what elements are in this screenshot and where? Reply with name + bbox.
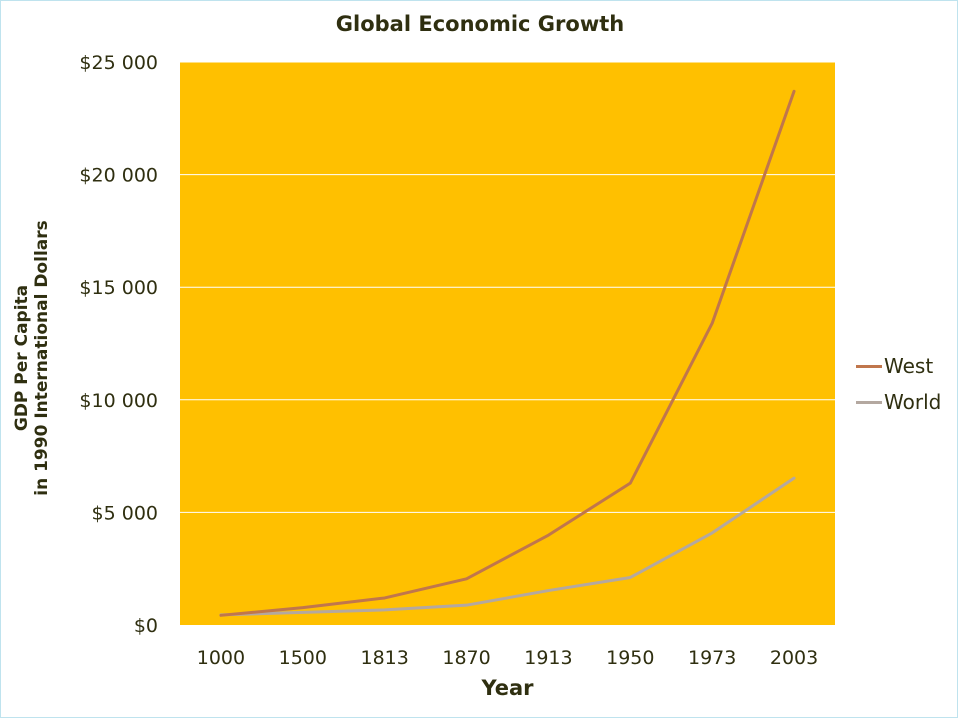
y-tick-label: $15 000	[79, 277, 158, 299]
x-tick-label: 1973	[688, 647, 736, 669]
y-tick-label: $5 000	[92, 502, 158, 524]
y-tick-label: $0	[134, 615, 158, 637]
x-tick-label: 1913	[524, 647, 572, 669]
chart-title: Global Economic Growth	[335, 12, 625, 36]
y-tick-label: $10 000	[79, 390, 158, 412]
legend-swatch-world	[856, 400, 882, 404]
legend-item-world: World	[856, 384, 941, 420]
x-tick-label: 1950	[606, 647, 654, 669]
y-tick-label: $25 000	[79, 52, 158, 74]
y-tick-label: $20 000	[79, 165, 158, 187]
x-tick-label: 1813	[361, 647, 409, 669]
legend: West World	[856, 348, 941, 420]
x-tick-label: 1870	[442, 647, 490, 669]
plot-area	[180, 62, 835, 625]
x-tick-label: 2003	[770, 647, 818, 669]
legend-label-world: World	[884, 390, 942, 414]
x-tick-label: 1000	[197, 647, 245, 669]
legend-item-west: West	[856, 348, 941, 384]
legend-label-west: West	[884, 354, 934, 378]
x-axis-label: Year	[481, 676, 534, 700]
series-line-west	[219, 89, 796, 617]
legend-swatch-west	[856, 364, 882, 368]
x-tick-label: 1500	[279, 647, 327, 669]
series-line-world	[219, 476, 796, 617]
